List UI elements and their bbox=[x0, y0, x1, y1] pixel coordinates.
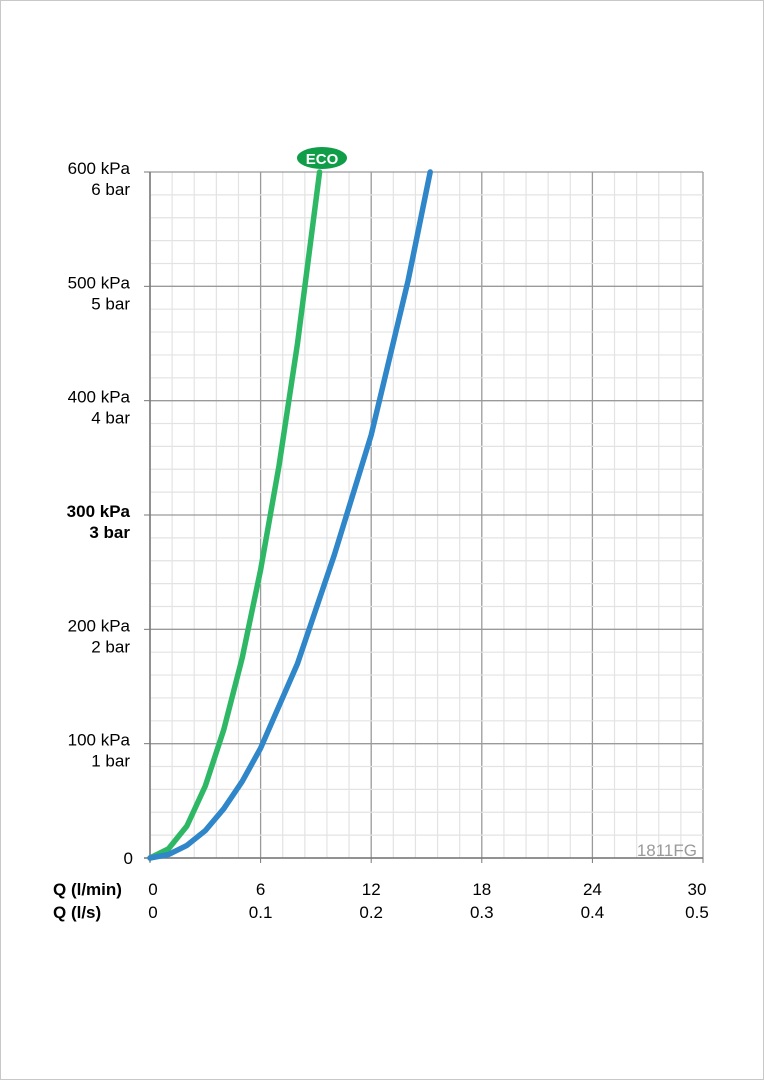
y-tick-label-kpa: 300 kPa bbox=[67, 502, 131, 521]
x-tick-label-primary: 18 bbox=[472, 880, 491, 899]
grid bbox=[144, 171, 704, 863]
x-tick-label-secondary: 0.3 bbox=[470, 903, 494, 922]
y-tick-label-bar: 3 bar bbox=[89, 523, 130, 542]
y-tick-label-bar: 5 bar bbox=[91, 294, 130, 313]
x-axis-label-secondary: Q (l/s) bbox=[53, 903, 101, 922]
x-tick-label-primary: 0 bbox=[148, 880, 157, 899]
y-tick-label-kpa: 400 kPa bbox=[68, 388, 131, 407]
y-tick-label-kpa: 600 kPa bbox=[68, 159, 131, 178]
y-tick-label-bar: 4 bar bbox=[91, 409, 130, 428]
x-tick-label-secondary: 0.1 bbox=[249, 903, 273, 922]
x-tick-label-secondary: 0.2 bbox=[359, 903, 383, 922]
watermark: 1811FG bbox=[637, 841, 697, 860]
x-tick-label-secondary: 0.5 bbox=[685, 903, 709, 922]
series-line-standard bbox=[147, 169, 433, 861]
x-axis-label-primary: Q (l/min) bbox=[53, 880, 122, 899]
y-tick-label-bar: 2 bar bbox=[91, 637, 130, 656]
eco-badge-label: ECO bbox=[306, 151, 339, 168]
x-tick-label-primary: 6 bbox=[256, 880, 265, 899]
series bbox=[147, 169, 433, 861]
y-tick-label-kpa: 0 bbox=[124, 849, 133, 868]
series-line-eco bbox=[147, 169, 323, 861]
eco-badge: ECO bbox=[297, 147, 347, 169]
x-tick-label-secondary: 0.4 bbox=[581, 903, 605, 922]
y-tick-label-bar: 6 bar bbox=[91, 180, 130, 199]
x-tick-label-primary: 12 bbox=[362, 880, 381, 899]
axis-labels: 0 100 kPa 1 bar 200 kPa 2 bar 300 kPa 3 bar 400… bbox=[53, 159, 709, 922]
x-tick-label-primary: 30 bbox=[688, 880, 707, 899]
x-tick-label-secondary: 0 bbox=[148, 903, 157, 922]
y-tick-label-kpa: 200 kPa bbox=[68, 616, 131, 635]
x-tick-label-primary: 24 bbox=[583, 880, 602, 899]
y-tick-label-bar: 1 bar bbox=[91, 752, 130, 771]
y-tick-label-kpa: 100 kPa bbox=[68, 731, 131, 750]
y-tick-label-kpa: 500 kPa bbox=[68, 273, 131, 292]
